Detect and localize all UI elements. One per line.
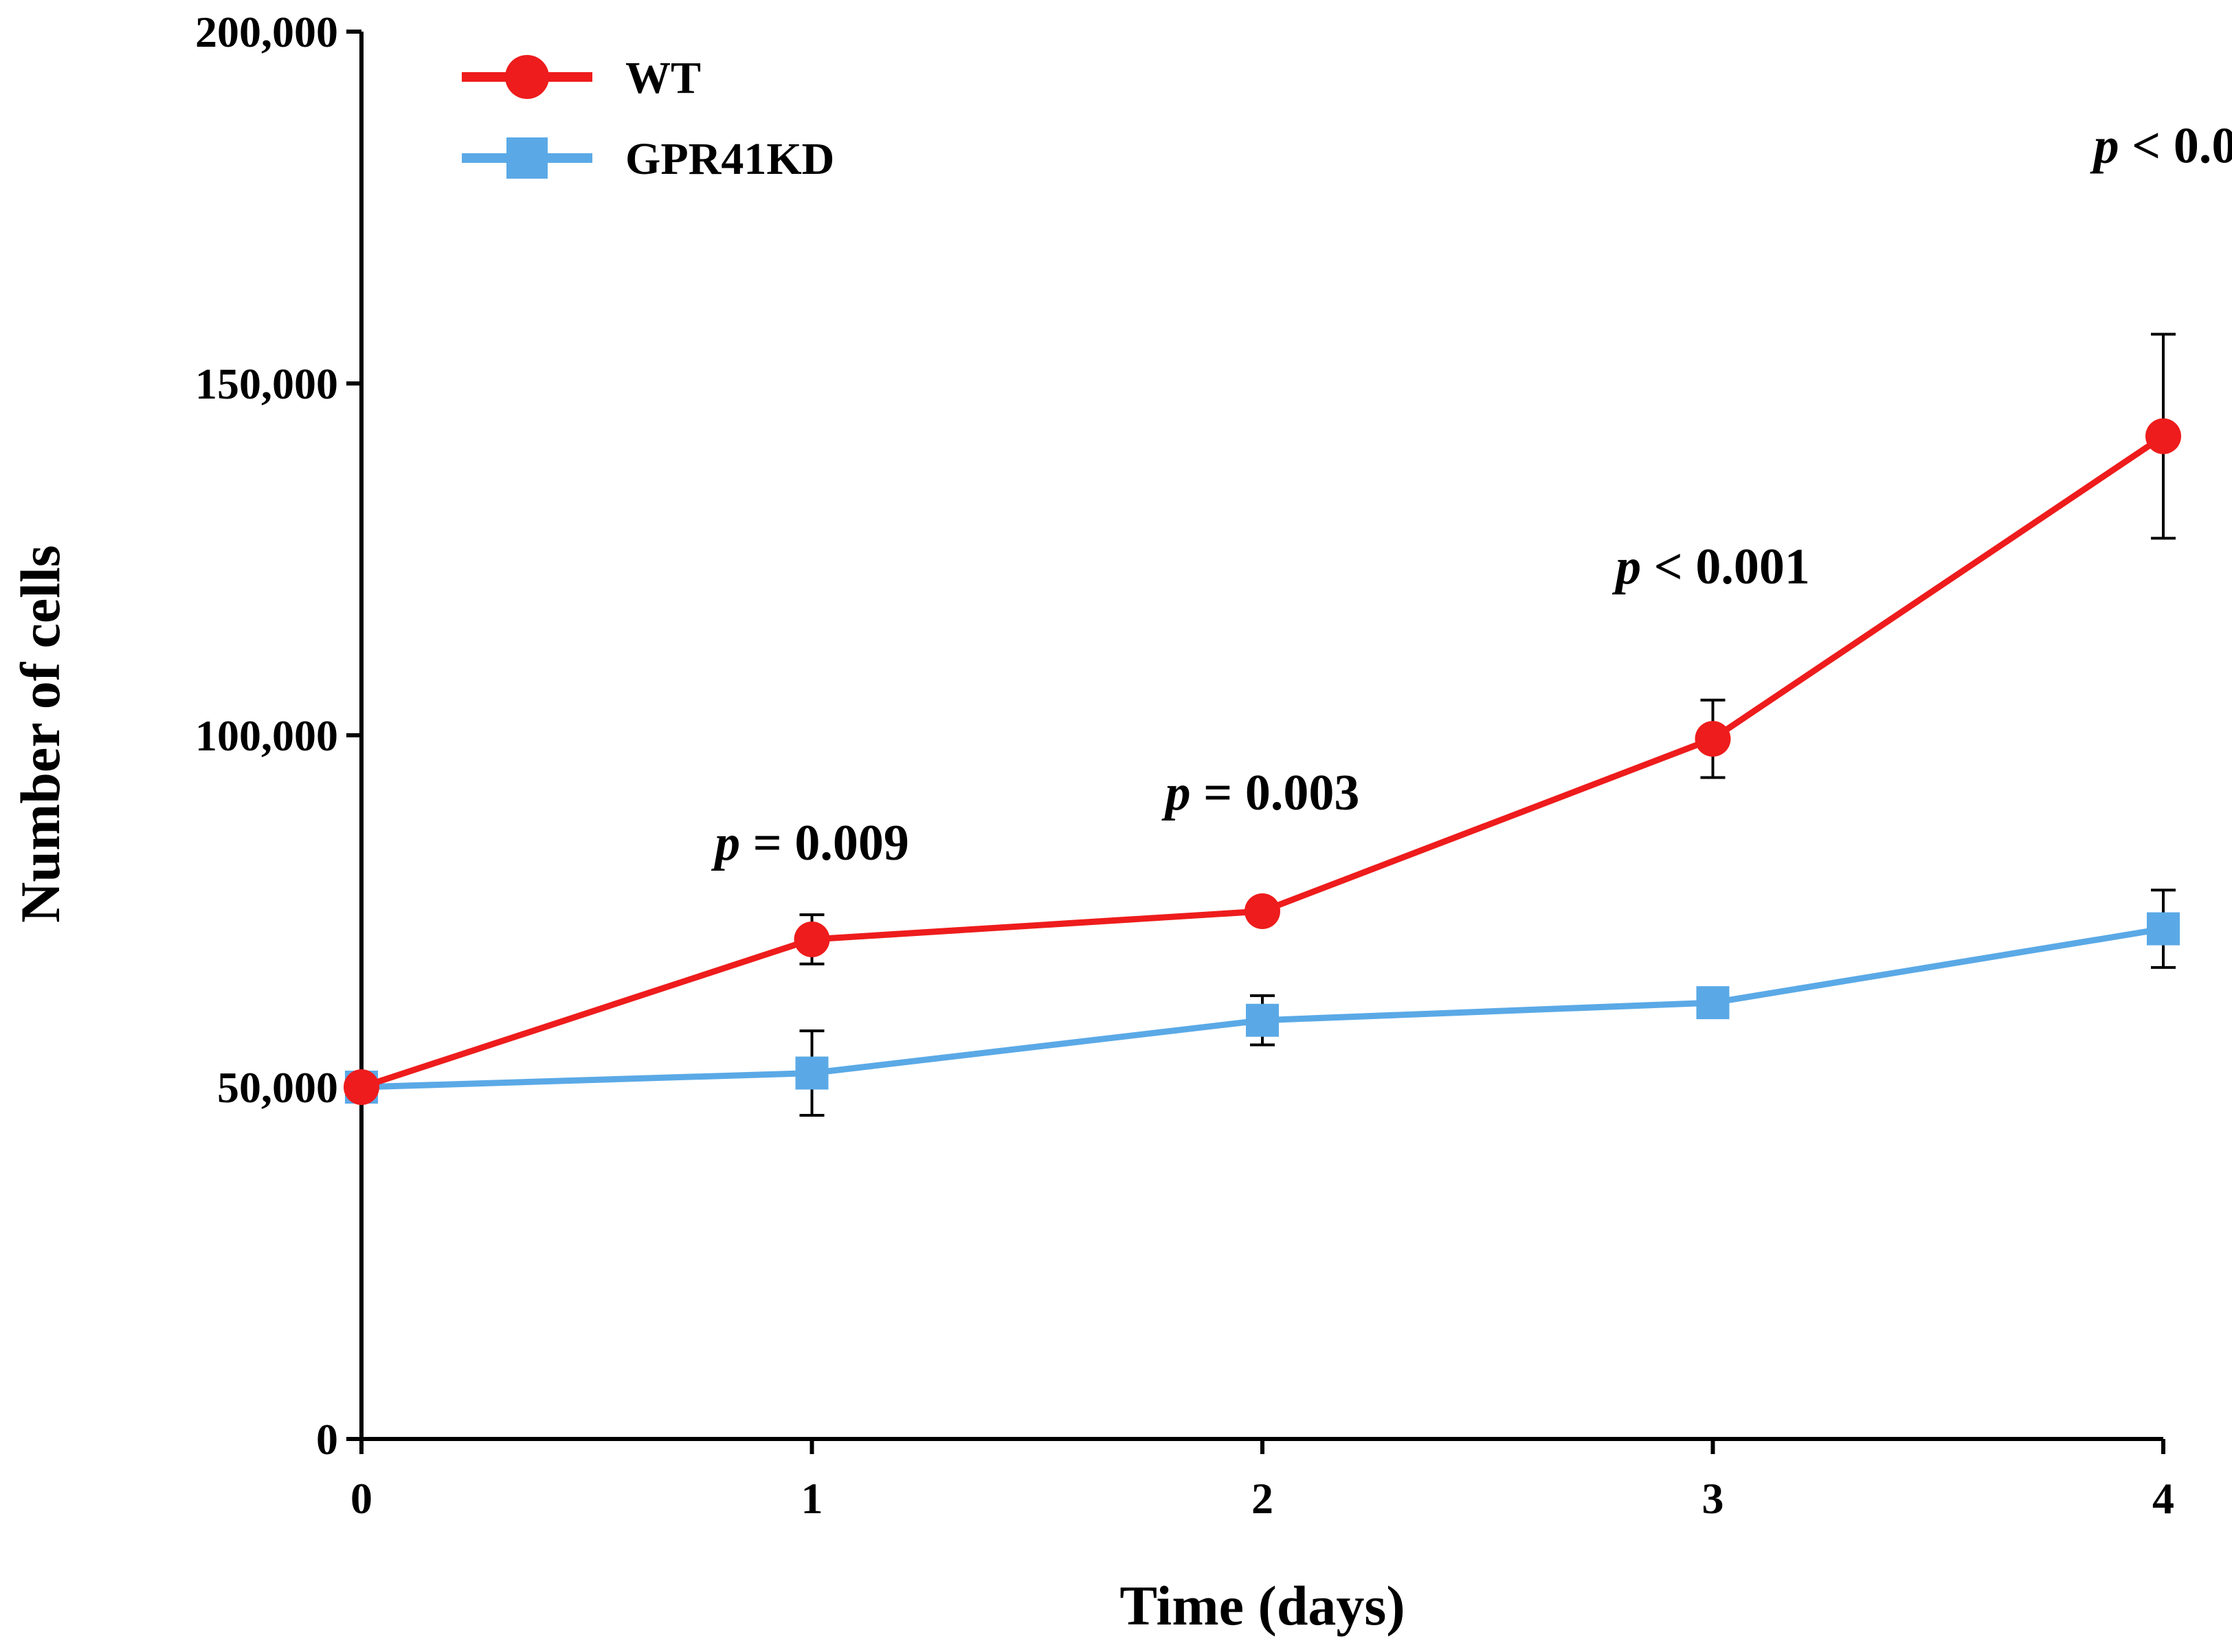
- legend-entry-wt: WT: [462, 53, 701, 103]
- data-point: [794, 921, 830, 957]
- p-symbol: p: [1611, 539, 1641, 595]
- series-wt: [344, 333, 2181, 1105]
- y-tick-label: 150,000: [195, 359, 338, 408]
- p-value-label: p = 0.009: [711, 815, 909, 871]
- p-symbol: p: [711, 815, 740, 871]
- data-point: [2145, 418, 2181, 454]
- legend-marker: [505, 55, 549, 99]
- x-axis-title: Time (days): [1119, 1574, 1405, 1637]
- x-tick-label: 3: [1702, 1474, 1724, 1523]
- p-value-text: < 0.001: [2119, 118, 2232, 174]
- y-ticks: 0 50,000 100,000 150,000 200,000: [195, 8, 361, 1464]
- y-tick-label: 0: [316, 1415, 338, 1464]
- y-axis-title: Number of cells: [9, 545, 71, 923]
- legend-label: GPR41KD: [625, 134, 834, 184]
- p-value-label: p < 0.001: [2090, 118, 2232, 174]
- data-point: [795, 1056, 829, 1090]
- data-point: [344, 1069, 379, 1105]
- data-point: [1696, 986, 1730, 1020]
- p-value-text: = 0.009: [740, 815, 909, 871]
- data-point: [1246, 1003, 1279, 1037]
- y-tick-label: 50,000: [217, 1063, 338, 1112]
- legend: WT GPR41KD: [462, 53, 834, 184]
- y-tick-label: 200,000: [195, 8, 338, 56]
- legend-label: WT: [625, 53, 701, 103]
- p-symbol: p: [2090, 118, 2119, 174]
- p-value-label: p = 0.003: [1161, 765, 1360, 821]
- p-value-label: p < 0.001: [1611, 539, 1810, 595]
- series-layer: [344, 333, 2181, 1117]
- legend-marker: [506, 137, 548, 179]
- y-tick-label: 100,000: [195, 711, 338, 760]
- p-value-text: = 0.003: [1191, 765, 1360, 821]
- p-symbol: p: [1161, 765, 1191, 821]
- data-point: [1245, 893, 1280, 929]
- x-tick-label: 1: [801, 1474, 823, 1523]
- x-tick-label: 4: [2152, 1474, 2174, 1523]
- x-tick-label: 0: [350, 1474, 372, 1523]
- x-ticks: 0 1 2 3 4: [350, 1439, 2174, 1523]
- series-line: [360, 434, 2165, 1091]
- legend-entry-gpr41kd: GPR41KD: [462, 134, 834, 184]
- p-value-text: < 0.001: [1641, 539, 1810, 595]
- data-point: [2147, 912, 2180, 946]
- data-point: [1695, 721, 1731, 757]
- x-tick-label: 2: [1251, 1474, 1273, 1523]
- axes: [359, 32, 2163, 1441]
